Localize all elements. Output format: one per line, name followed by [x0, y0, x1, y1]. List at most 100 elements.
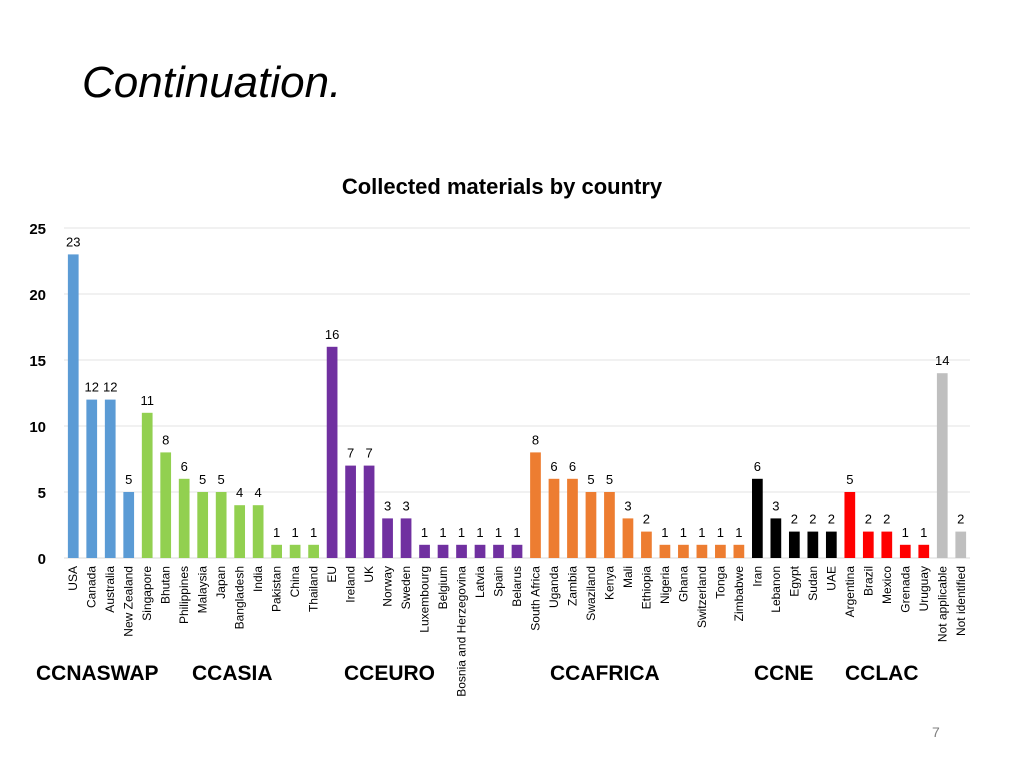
category-label: India [251, 566, 265, 592]
category-label: Swaziland [584, 566, 598, 621]
data-label: 12 [85, 380, 99, 395]
category-label: Ireland [344, 566, 358, 603]
category-label: Grenada [898, 566, 912, 613]
bar [825, 531, 837, 558]
y-tick-label: 20 [29, 287, 46, 304]
bar [141, 412, 153, 558]
bar [197, 492, 209, 558]
data-label: 4 [255, 485, 262, 500]
bar [437, 544, 449, 558]
bar [548, 478, 560, 558]
category-label: Uruguay [917, 566, 931, 611]
category-label: Bangladesh [233, 566, 247, 629]
data-label: 3 [624, 498, 631, 513]
bar [807, 531, 819, 558]
category-label: Ghana [676, 566, 690, 602]
data-label: 5 [199, 472, 206, 487]
category-label: Spain [492, 566, 506, 597]
data-label: 1 [735, 525, 742, 540]
bar [659, 544, 671, 558]
category-label: Latvia [473, 566, 487, 598]
y-tick-label: 15 [29, 353, 46, 370]
category-label: Ethiopia [639, 566, 653, 610]
category-label: Brazil [861, 566, 875, 596]
category-label: Canada [85, 566, 99, 608]
data-label: 2 [791, 512, 798, 527]
category-label: New Zealand [122, 566, 136, 637]
group-label-ccne: CCNE [754, 662, 814, 685]
category-label: Sudan [806, 566, 820, 601]
bar [474, 544, 486, 558]
bar [419, 544, 430, 558]
data-label: 7 [365, 446, 372, 461]
data-label: 6 [569, 459, 576, 474]
data-label: 8 [162, 432, 169, 447]
bar [363, 465, 375, 558]
category-label: Switzerland [695, 566, 709, 628]
bar [604, 492, 615, 558]
category-label: Uganda [547, 566, 561, 608]
category-label: Australia [103, 566, 117, 613]
y-tick-label: 5 [38, 485, 46, 502]
bar [881, 531, 893, 558]
data-label: 1 [310, 525, 317, 540]
bar [788, 531, 800, 558]
data-label: 2 [828, 512, 835, 527]
data-label: 1 [421, 525, 428, 540]
bar [936, 373, 948, 558]
data-label: 1 [902, 525, 909, 540]
data-label: 11 [140, 393, 154, 408]
bar [585, 492, 597, 558]
bar [345, 465, 356, 558]
category-label: Lebanon [769, 566, 783, 613]
category-label: Mali [621, 566, 635, 588]
data-label: 1 [698, 525, 705, 540]
bar [67, 254, 79, 558]
data-label: 3 [772, 498, 779, 513]
category-label: Bosnia and Herzegovina [455, 566, 469, 697]
data-label: 12 [103, 380, 117, 395]
category-label: Pakistan [270, 566, 284, 612]
bar [400, 518, 412, 558]
data-label: 23 [66, 234, 80, 249]
data-label: 1 [495, 525, 502, 540]
category-label: EU [325, 566, 339, 583]
bar [382, 518, 393, 558]
data-label: 1 [439, 525, 446, 540]
category-label: Sweden [399, 566, 413, 609]
bar [641, 531, 652, 558]
category-label: South Africa [528, 566, 542, 631]
y-tick-label: 0 [38, 551, 46, 568]
bar [622, 518, 634, 558]
group-label-ccafrica: CCAFRICA [550, 662, 660, 685]
slide-title: Continuation. [82, 58, 342, 107]
category-label: Belgium [436, 566, 450, 609]
bar [696, 544, 708, 558]
chart-title: Collected materials by country [341, 174, 663, 199]
data-label: 1 [476, 525, 483, 540]
category-label: China [288, 566, 302, 598]
bar [567, 478, 578, 558]
bar [160, 452, 172, 558]
page-number: 7 [932, 724, 940, 740]
data-label: 1 [513, 525, 520, 540]
bar [215, 492, 227, 558]
category-label: Iran [750, 566, 764, 587]
data-label: 6 [181, 459, 188, 474]
bar [715, 544, 726, 558]
bar [862, 531, 874, 558]
data-label: 1 [273, 525, 280, 540]
bar [308, 544, 319, 558]
data-label: 5 [846, 472, 853, 487]
bar [234, 505, 246, 558]
category-label: Norway [381, 566, 395, 607]
category-label: Philippines [177, 566, 191, 624]
data-label: 1 [661, 525, 668, 540]
data-label: 2 [957, 512, 964, 527]
bar [123, 492, 135, 558]
bar [530, 452, 541, 558]
bar [955, 531, 967, 558]
category-label: Zimbabwe [732, 566, 746, 622]
data-label: 2 [809, 512, 816, 527]
